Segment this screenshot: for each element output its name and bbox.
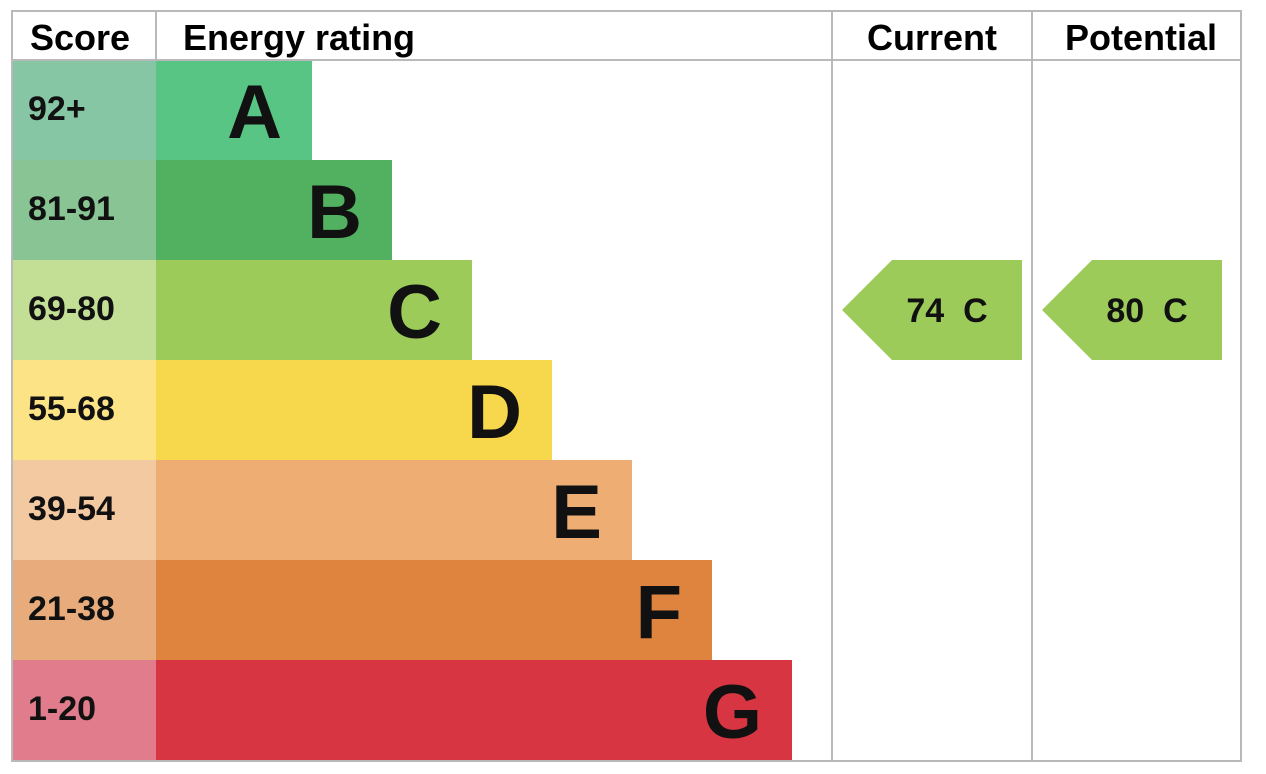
- score-label-e: 39-54: [28, 490, 115, 528]
- rating-bar-e: [156, 460, 632, 560]
- rating-letter-a: A: [227, 70, 282, 155]
- potential-rating-label: 80 C: [1106, 292, 1187, 330]
- potential-rating-arrow: [1042, 260, 1222, 360]
- rating-bar-a: [156, 60, 312, 160]
- rating-letter-d: D: [467, 370, 522, 455]
- rating-bar-b: [156, 160, 392, 260]
- current-rating-arrow: [842, 260, 1022, 360]
- score-label-d: 55-68: [28, 390, 115, 428]
- header-score: Score: [30, 17, 130, 58]
- rating-letter-e: E: [551, 470, 602, 555]
- rating-letter-g: G: [703, 670, 762, 755]
- rating-letter-b: B: [307, 170, 362, 255]
- score-cell-c: [12, 260, 156, 360]
- current-rating-label: 74 C: [906, 292, 987, 330]
- score-cell-g: [12, 660, 156, 760]
- score-label-g: 1-20: [28, 690, 96, 728]
- rating-letter-c: C: [387, 270, 442, 355]
- score-label-a: 92+: [28, 90, 86, 128]
- score-cell-a: [12, 60, 156, 160]
- score-cell-d: [12, 360, 156, 460]
- rating-bar-c: [156, 260, 472, 360]
- rating-bar-f: [156, 560, 712, 660]
- grid-lines: [11, 10, 1242, 762]
- header-current: Current: [867, 17, 997, 58]
- score-cell-f: [12, 560, 156, 660]
- rating-letter-f: F: [636, 570, 682, 655]
- score-label-f: 21-38: [28, 590, 115, 628]
- bands-layer: 92+ A 81-91 B 69-80 C 55-68 D 39-54 E 21-38 F 1-20 G: [12, 60, 792, 760]
- header-energy-rating: Energy rating: [183, 17, 415, 58]
- score-cell-b: [12, 160, 156, 260]
- score-label-b: 81-91: [28, 190, 115, 228]
- score-cell-e: [12, 460, 156, 560]
- score-label-c: 69-80: [28, 290, 115, 328]
- header-potential: Potential: [1065, 17, 1217, 58]
- rating-bar-g: [156, 660, 792, 760]
- rating-arrows: 74 C 80 C: [842, 260, 1222, 360]
- rating-bar-d: [156, 360, 552, 460]
